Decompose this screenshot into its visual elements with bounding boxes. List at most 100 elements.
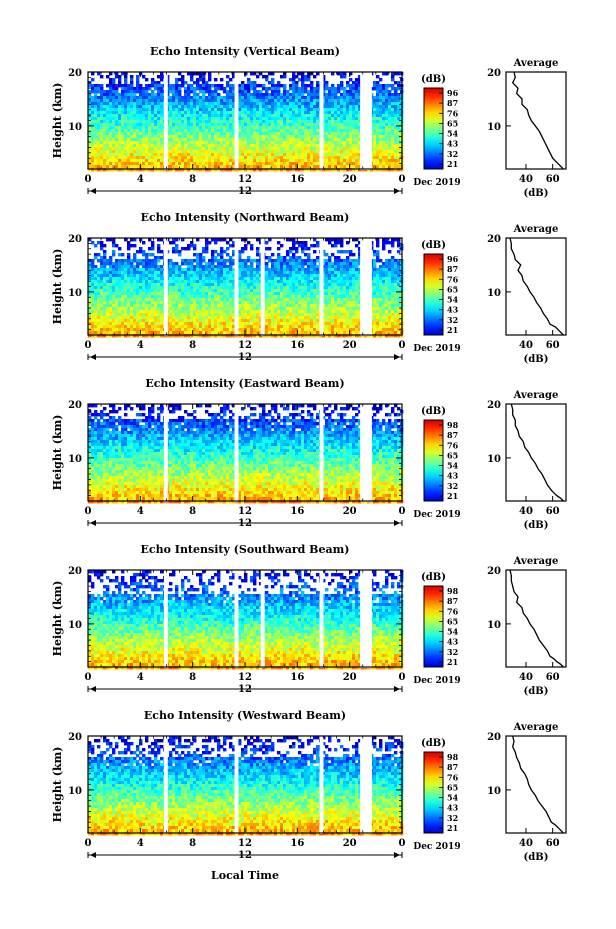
heatmap-cell	[340, 132, 344, 136]
heatmap-cell	[310, 265, 314, 269]
heatmap-cell	[334, 114, 338, 118]
heatmap-cell	[220, 138, 224, 142]
heatmap-cell	[262, 75, 266, 79]
heatmap-cell	[181, 168, 185, 172]
heatmap-cell	[202, 153, 206, 157]
heatmap-cell	[217, 117, 221, 121]
heatmap-cell	[112, 141, 116, 145]
heatmap-cell	[394, 144, 398, 148]
heatmap-cell	[202, 274, 206, 278]
heatmap-cell	[157, 138, 161, 142]
heatmap-cell	[157, 102, 161, 106]
heatmap-cell	[280, 289, 284, 293]
heatmap-cell	[274, 96, 278, 100]
heatmap-cell	[325, 144, 329, 148]
heatmap-cell	[304, 132, 308, 136]
heatmap-cell	[109, 117, 113, 121]
heatmap-cell	[130, 135, 134, 139]
heatmap-cell	[91, 280, 95, 284]
heatmap-cell	[205, 289, 209, 293]
heatmap-cell	[232, 132, 236, 136]
heatmap-cell	[274, 274, 278, 278]
heatmap-cell	[187, 123, 191, 127]
heatmap-cell	[355, 283, 359, 287]
heatmap-cell	[301, 292, 305, 296]
heatmap-cell	[190, 114, 194, 118]
heatmap-cell	[295, 250, 299, 254]
heatmap-cell	[208, 147, 212, 151]
profile-x-tick-label: 60	[546, 174, 560, 185]
heatmap-cell	[349, 144, 353, 148]
heatmap-cell	[142, 111, 146, 115]
heatmap-cell	[145, 283, 149, 287]
heatmap-cell	[316, 259, 320, 263]
heatmap-cell	[208, 153, 212, 157]
heatmap-cell	[358, 241, 362, 245]
heatmap-cell	[394, 132, 398, 136]
heatmap-cell	[256, 129, 260, 133]
heatmap-cell	[355, 277, 359, 281]
heatmap-cell	[142, 274, 146, 278]
heatmap-cell	[220, 298, 224, 302]
heatmap-cell	[355, 144, 359, 148]
heatmap-cell	[190, 147, 194, 151]
heatmap-cell	[157, 153, 161, 157]
heatmap-cell	[187, 280, 191, 284]
heatmap-cell	[151, 162, 155, 166]
heatmap-cell	[349, 283, 353, 287]
heatmap-cell	[388, 105, 392, 109]
heatmap-cell	[397, 156, 401, 160]
heatmap-cell	[268, 271, 272, 275]
heatmap-cell	[391, 238, 395, 242]
heatmap-cell	[133, 268, 137, 272]
heatmap-cell	[379, 141, 383, 145]
heatmap-cell	[100, 108, 104, 112]
heatmap-cell	[214, 102, 218, 106]
heatmap-cell	[265, 126, 269, 130]
heatmap-cell	[121, 120, 125, 124]
heatmap-cell	[226, 268, 230, 272]
heatmap-cell	[298, 244, 302, 248]
heatmap-cell	[124, 111, 128, 115]
heatmap-cell	[274, 135, 278, 139]
heatmap-cell	[382, 138, 386, 142]
heatmap-cell	[265, 268, 269, 272]
heatmap-cell	[91, 159, 95, 163]
heatmap-cell	[253, 274, 257, 278]
heatmap-cell	[349, 277, 353, 281]
heatmap-cell	[187, 108, 191, 112]
heatmap-cell	[316, 241, 320, 245]
heatmap-cell	[337, 72, 341, 76]
heatmap-cell	[133, 277, 137, 281]
heatmap-cell	[184, 153, 188, 157]
heatmap-cell	[214, 168, 218, 172]
heatmap-cell	[127, 256, 131, 260]
heatmap-cell	[136, 156, 140, 160]
heatmap-cell	[220, 102, 224, 106]
heatmap-cell	[268, 292, 272, 296]
heatmap-cell	[115, 274, 119, 278]
heatmap-cell	[346, 159, 350, 163]
heatmap-cell	[280, 111, 284, 115]
heatmap-cell	[97, 123, 101, 127]
heatmap-cell	[376, 277, 380, 281]
heatmap-cell	[118, 144, 122, 148]
heatmap-cell	[118, 159, 122, 163]
heatmap-cell	[187, 144, 191, 148]
heatmap-cell	[250, 156, 254, 160]
heatmap-cell	[334, 156, 338, 160]
heatmap-cell	[223, 90, 227, 94]
heatmap-cell	[295, 265, 299, 269]
heatmap-cell	[121, 162, 125, 166]
heatmap-cell	[328, 126, 332, 130]
heatmap-cell	[358, 129, 362, 133]
heatmap-cell	[376, 96, 380, 100]
heatmap-cell	[355, 114, 359, 118]
heatmap-cell	[217, 105, 221, 109]
heatmap-cell	[205, 168, 209, 172]
heatmap-cell	[124, 129, 128, 133]
heatmap-cell	[184, 147, 188, 151]
heatmap-cell	[124, 147, 128, 151]
data-gap	[163, 71, 168, 170]
heatmap-cell	[160, 120, 164, 124]
